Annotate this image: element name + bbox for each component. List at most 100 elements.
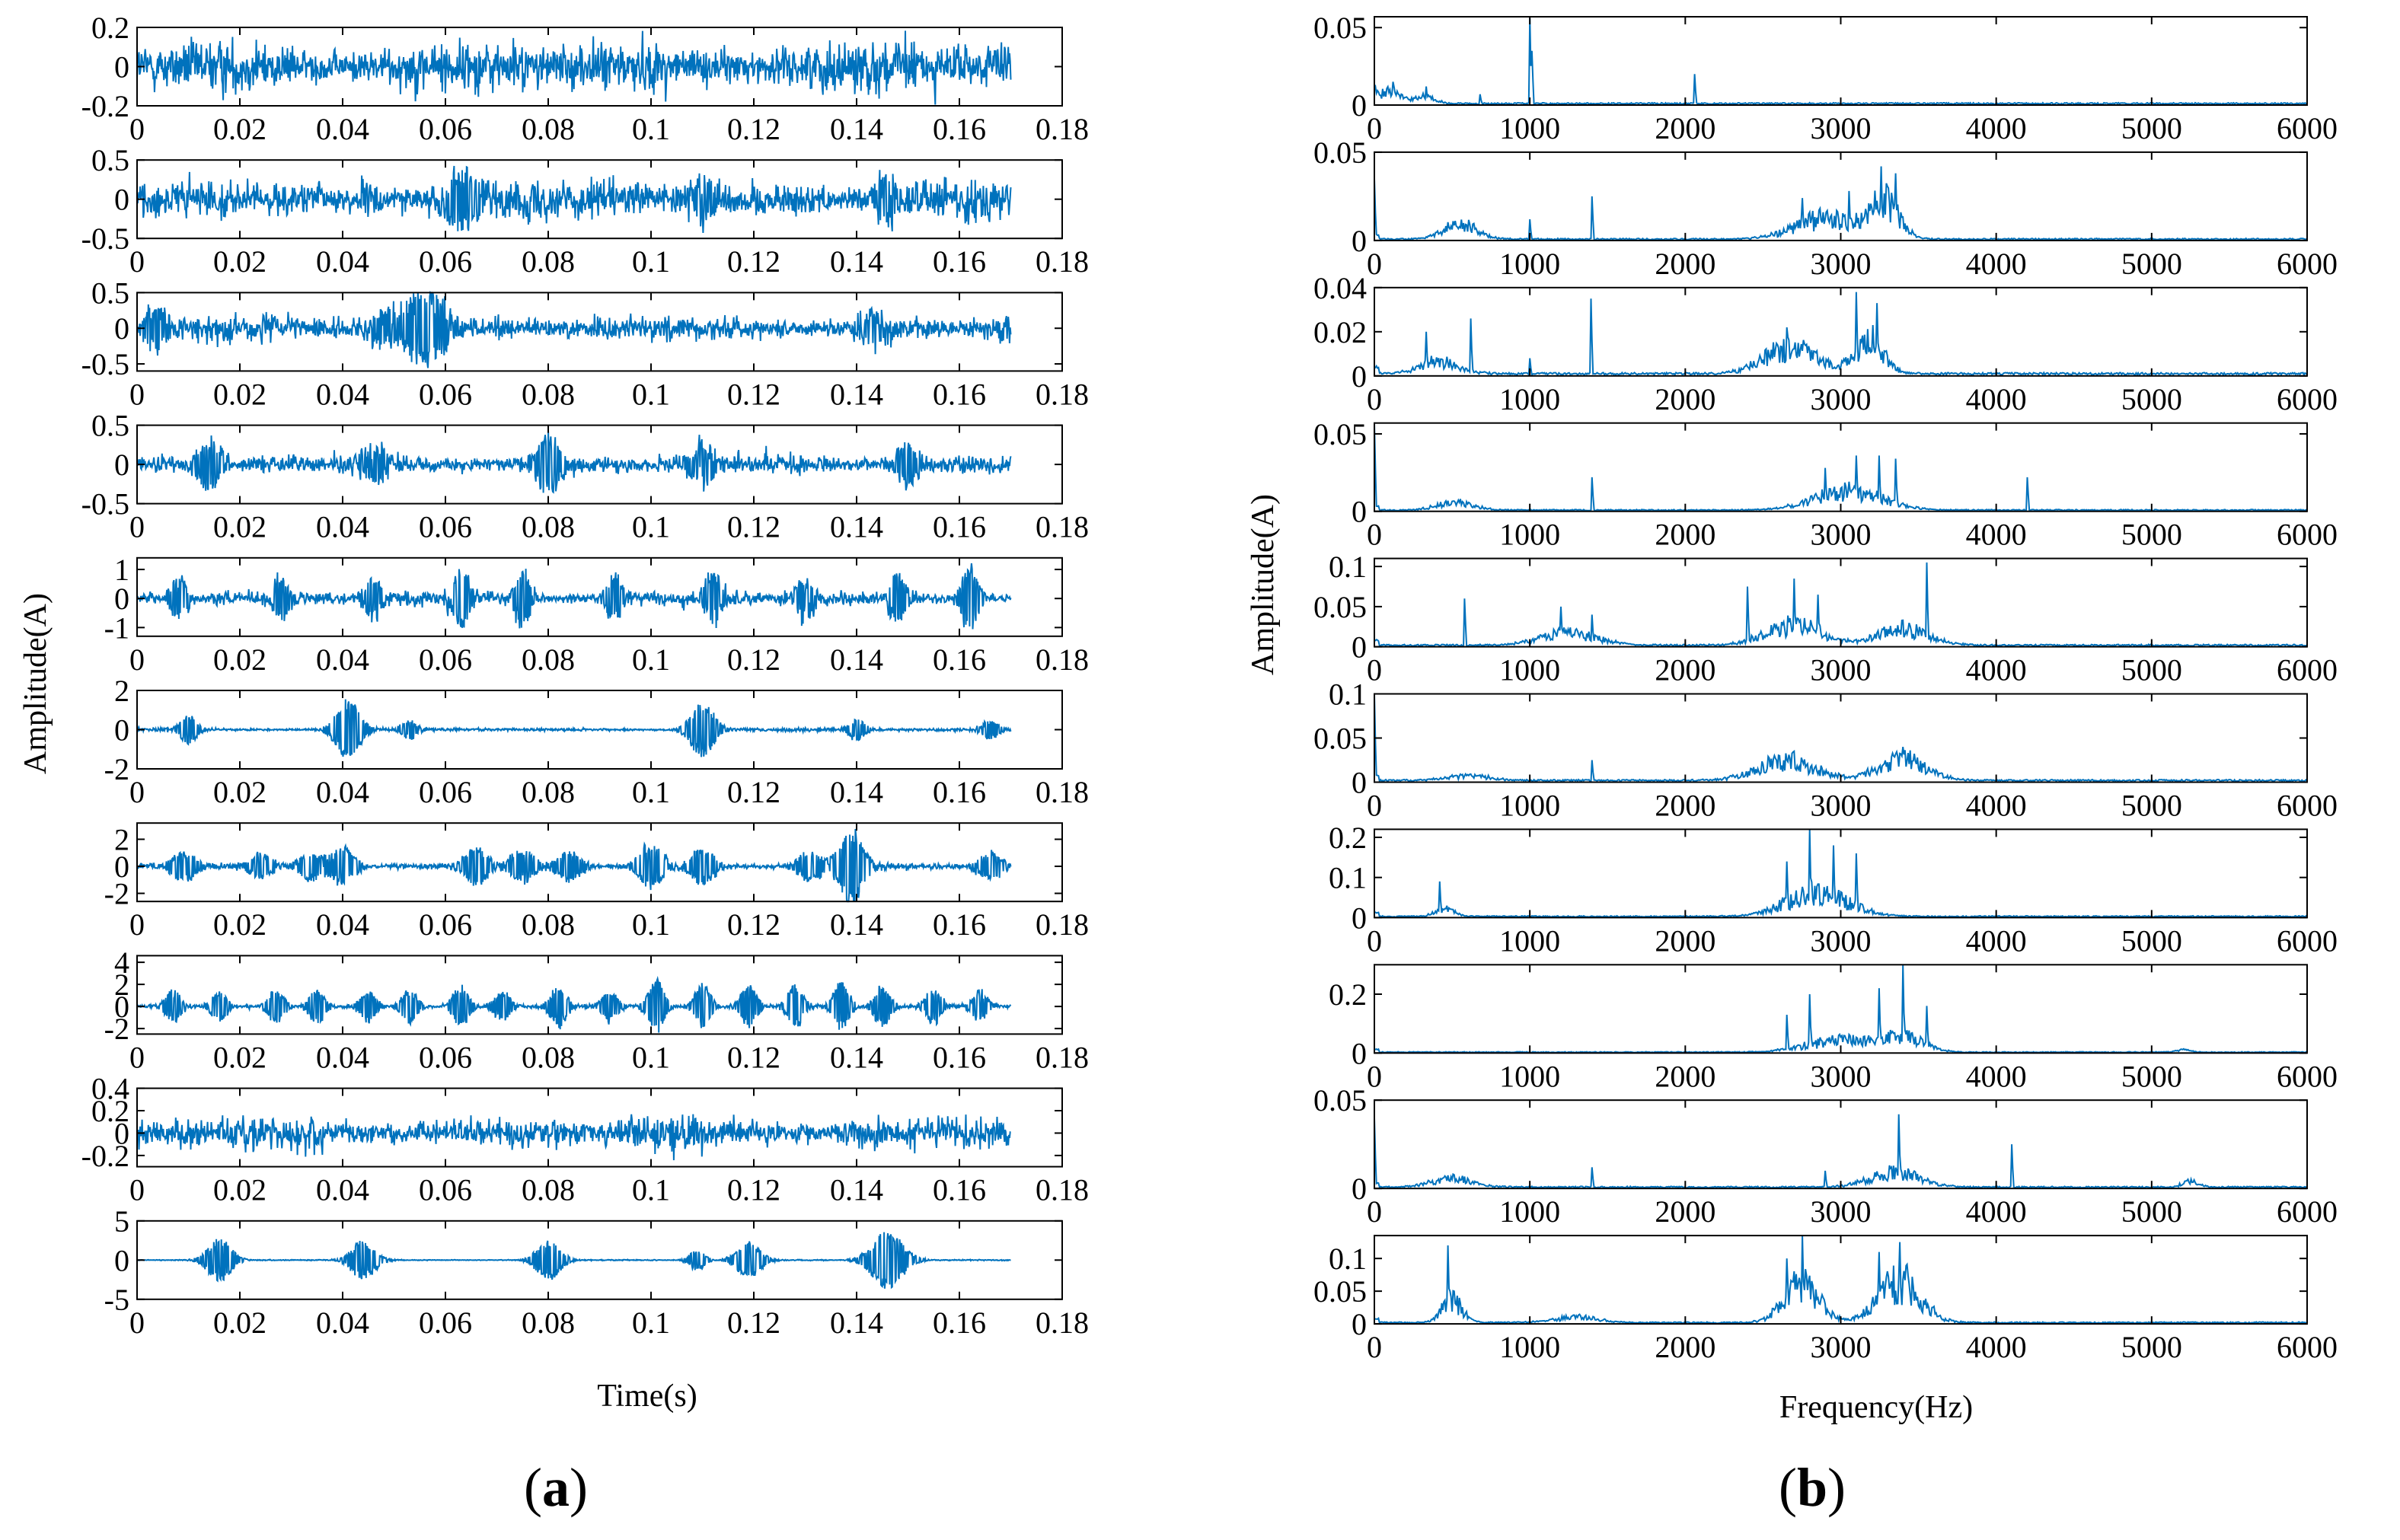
panel-a-subplot-9-xtick-label: 0.18	[1036, 1173, 1089, 1207]
panel-b-subplot-2-xtick-label: 4000	[1966, 247, 2027, 281]
panel-a-subplot-8-xtick-label: 0.14	[830, 1040, 883, 1074]
panel-a-subplot-6-xtick-label: 0.16	[933, 775, 986, 809]
panel-a-subplot-7-frame	[136, 822, 1063, 903]
panel-a-subplot-5-xtick-label: 0.1	[632, 642, 670, 677]
panel-a-subplot-3-xtick-label: 0.12	[727, 377, 780, 411]
panel-b-subplot-10-series	[1374, 1236, 2308, 1325]
panel-b-subplot-3-ytick-label: 0	[1352, 359, 1367, 394]
panel-b-subplot-10-xtick-label: 6000	[2277, 1330, 2338, 1364]
panel-b-subplot-4-series	[1374, 422, 2308, 512]
panel-a-subplot-4-ytick-label: -0.5	[81, 487, 129, 521]
panel-a-subplot-5-xtick-label: 0.18	[1036, 642, 1089, 677]
panel-a-subplot-4-xtick-label: 0.1	[632, 510, 670, 544]
panel-a-subplot-2-xtick-label: 0	[129, 244, 145, 279]
panel-a-subplot-5-xtick-label: 0.14	[830, 642, 883, 677]
panel-b-subplot-9-frame	[1374, 1099, 2308, 1190]
panel-a-subplot-7-xtick-label: 0.04	[316, 907, 369, 942]
panel-b-subplot-1-series	[1374, 18, 2308, 106]
panel-a-subplot-8-ytick-label: 4	[114, 945, 129, 980]
panel-a-subplot-3-ytick-label: 0.5	[91, 276, 129, 310]
panel-a-subplot-3-xtick-label: 0.02	[213, 377, 266, 411]
panel-a-subplot-4-xtick-label: 0.18	[1036, 510, 1089, 544]
panel-b-subplot-2-xtick-label: 5000	[2121, 247, 2182, 281]
panel-a-subplot-1-xtick-label: 0.18	[1036, 112, 1089, 146]
panel-b-subplot-2-xtick-label: 0	[1367, 247, 1382, 281]
panel-a-caption: (a)	[524, 1457, 588, 1518]
panel-b-subplot-7-ytick-label: 0	[1352, 901, 1367, 935]
panel-b-subplot-5-xtick-label: 1000	[1499, 653, 1560, 687]
panel-b-subplot-8-ytick-label: 0	[1352, 1036, 1367, 1070]
panel-a-subplot-4-xtick-label: 0	[129, 510, 145, 544]
panel-a-subplot-1-xtick-label: 0.08	[522, 112, 575, 146]
panel-b-subplot-7-frame	[1374, 828, 2308, 919]
panel-b-subplot-1-xtick-label: 2000	[1655, 111, 1715, 145]
panel-a-subplot-9-xtick-label: 0.14	[830, 1173, 883, 1207]
panel-a-subplot-1-xtick-label: 0.06	[419, 112, 472, 146]
panel-a-subplot-4-xtick-label: 0.04	[316, 510, 369, 544]
panel-b-subplot-10-xtick-label: 4000	[1966, 1330, 2027, 1364]
panel-a-subplot-6-xtick-label: 0.04	[316, 775, 369, 809]
panel-a-subplot-6-xtick-label: 0.08	[522, 775, 575, 809]
panel-a-subplot-9-ytick-label: -0.2	[81, 1139, 129, 1173]
panel-b-subplot-10-xtick-label: 1000	[1499, 1330, 1560, 1364]
panel-b-subplot-8-xtick-label: 5000	[2121, 1059, 2182, 1093]
panel-b-subplot-3-xtick-label: 3000	[1811, 382, 1872, 416]
panel-b-subplot-9-xtick-label: 4000	[1966, 1194, 2027, 1229]
panel-a-subplot-4-xtick-label: 0.14	[830, 510, 883, 544]
panel-b-subplot-5-xtick-label: 0	[1367, 653, 1382, 687]
panel-a-subplot-1-ytick-label: -0.2	[81, 89, 129, 123]
panel-a-subplot-6-ytick-label: 2	[114, 674, 129, 708]
panel-a-subplot-9-frame	[136, 1087, 1063, 1168]
panel-b-subplot-1-frame	[1374, 16, 2308, 106]
panel-a-subplot-2-xtick-label: 0.16	[933, 244, 986, 279]
panel-a-subplot-6-xtick-label: 0.02	[213, 775, 266, 809]
panel-a-subplot-1-xtick-label: 0.16	[933, 112, 986, 146]
panel-b-subplot-8-xtick-label: 2000	[1655, 1059, 1715, 1093]
panel-b-subplot-6-ytick-label: 0	[1352, 766, 1367, 800]
panel-a-subplot-2-ytick-label: 0	[114, 183, 129, 217]
panel-b-subplot-10-ytick-label: 0.1	[1329, 1242, 1367, 1276]
panel-b-subplot-2-xtick-label: 1000	[1499, 247, 1560, 281]
panel-a-subplot-3-xtick-label: 0.04	[316, 377, 369, 411]
panel-a-subplot-5-series	[136, 563, 1012, 630]
panel-a-subplot-5-xtick-label: 0.02	[213, 642, 266, 677]
panel-a-subplot-1: 0 0.02 0.04 0.06 0.08 0.1 0.12 0.14 0.16 0.18 0.2 0…	[81, 11, 1089, 146]
panel-a-subplot-5-xtick-label: 0.04	[316, 642, 369, 677]
panel-a-subplot-10-xtick-label: 0	[129, 1306, 145, 1340]
panel-b-subplot-2: 0 1000 2000 3000 4000 5000 6000 0.05 0	[1313, 136, 2338, 281]
panel-a-subplot-7-xtick-label: 0.02	[213, 907, 266, 942]
panel-a-subplot-5-ytick-label: 0	[114, 582, 129, 616]
panel-b-subplot-4-xtick-label: 2000	[1655, 518, 1715, 552]
panel-a-subplot-9-ytick-label: 0	[114, 1116, 129, 1150]
panel-a-subplot-10-xtick-label: 0.14	[830, 1306, 883, 1340]
panel-b-subplot-4-xtick-label: 0	[1367, 518, 1382, 552]
panel-a-subplot-7-xtick-label: 0	[129, 907, 145, 942]
panel-a-subplot-1-xtick-label: 0	[129, 112, 145, 146]
panel-b-subplot-8-xtick-label: 3000	[1811, 1059, 1872, 1093]
panel-b-subplot-5-ytick-label: 0	[1352, 630, 1367, 665]
panel-b-subplot-4-frame	[1374, 422, 2308, 512]
panel-a-subplot-8-ytick-label: 0	[114, 990, 129, 1024]
panel-b-subplot-6-series	[1374, 693, 2308, 783]
panel-b-subplot-3-ytick-label: 0.04	[1313, 271, 1367, 305]
panel-b-subplot-10-xtick-label: 2000	[1655, 1330, 1715, 1364]
panel-b-subplot-5-xtick-label: 2000	[1655, 653, 1715, 687]
panel-a-subplot-7-xtick-label: 0.1	[632, 907, 670, 942]
panel-a-subplot-3-xtick-label: 0	[129, 377, 145, 411]
panel-a-subplot-10-series	[136, 1232, 1011, 1290]
panel-a-subplot-8-xtick-label: 0.04	[316, 1040, 369, 1074]
panel-a-subplot-7-series	[136, 828, 1012, 903]
panel-a-subplot-10-ytick-label: -5	[104, 1283, 129, 1317]
panel-b-subplot-5-series	[1374, 562, 2308, 648]
panel-b-subplot-10-xtick-label: 0	[1367, 1330, 1382, 1364]
panel-a-subplot-9-xtick-label: 0.12	[727, 1173, 780, 1207]
panel-b-letter: b	[1797, 1457, 1827, 1518]
panel-a-xlabel: Time(s)	[597, 1379, 697, 1414]
panel-b-subplot-7-xtick-label: 4000	[1966, 923, 2027, 958]
panel-a-subplot-7-xtick-label: 0.16	[933, 907, 986, 942]
panel-a-subplot-1-xtick-label: 0.1	[632, 112, 670, 146]
panel-a-subplot-4-ytick-label: 0	[114, 448, 129, 482]
panel-a-subplot-8-ytick-label: -2	[104, 1012, 129, 1046]
panel-b-subplot-9-ytick-label: 0	[1352, 1172, 1367, 1206]
